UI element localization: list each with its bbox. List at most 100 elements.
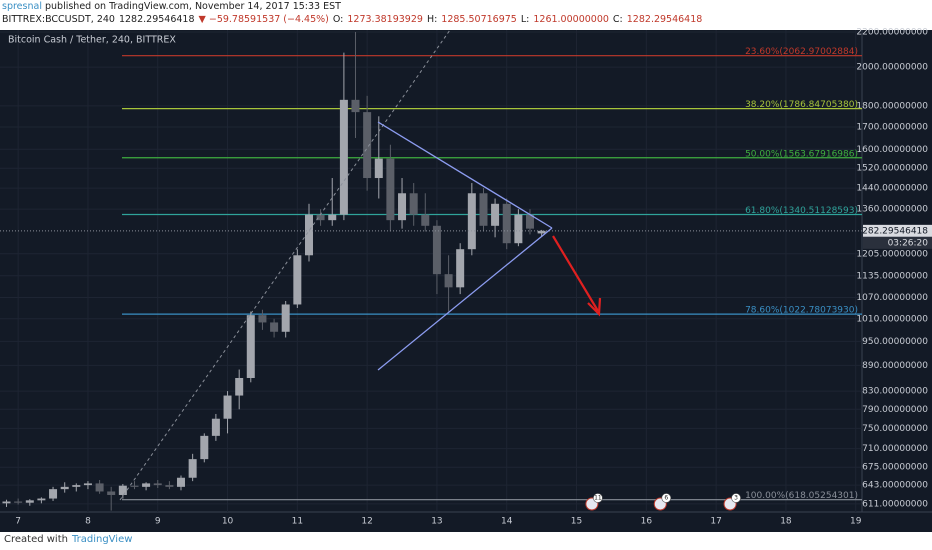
x-tick-label: 12 [361, 517, 372, 527]
x-tick-label: 11 [292, 517, 303, 527]
candle-body [49, 489, 58, 499]
fib-label: 61.80%(1340.51128593) [745, 206, 858, 216]
candle-body [246, 315, 255, 379]
fib-label: 78.60%(1022.78073930) [745, 306, 858, 316]
candle-body [467, 193, 476, 250]
l-value: 1261.00000000 [533, 14, 609, 25]
triangle-upper [377, 121, 553, 229]
candle-body [281, 304, 290, 332]
countdown-box [863, 236, 932, 249]
arrow-head [587, 297, 602, 317]
candle-body [107, 491, 116, 495]
fib-label: 23.60%(2062.97002884) [745, 47, 858, 57]
y-tick-label: 1600.00000000 [856, 145, 928, 155]
y-tick-label: 1440.00000000 [856, 184, 928, 194]
candle-body [456, 249, 465, 288]
symbol-line: BITTREX:BCCUSDT, 240 1282.29546418 ▼ −59.7… [2, 13, 930, 26]
candle-body [374, 158, 383, 179]
candle-body [386, 158, 395, 221]
change: ▼ −59.78591537 (−4.45%) [198, 14, 329, 25]
fib-label: 100.00%(618.05254301) [745, 491, 858, 501]
event-badge [661, 493, 672, 503]
header: spresnal published on TradingView.com, N… [2, 0, 930, 26]
c-value: 1282.29546418 [626, 14, 703, 25]
candle-body [72, 485, 81, 487]
y-tick-label: 1010.00000000 [856, 314, 928, 324]
triangle-lower [377, 227, 553, 371]
x-tick-label: 19 [850, 517, 862, 527]
y-tick-label: 830.00000000 [862, 387, 928, 397]
c-label: C: [612, 14, 623, 25]
event-count: 11 [594, 495, 602, 502]
candle-body [2, 501, 11, 504]
y-tick-label: 750.00000000 [862, 424, 928, 434]
h-label: H: [426, 14, 438, 25]
candle-body [165, 485, 174, 487]
y-tick-label: 675.00000000 [862, 463, 928, 473]
candle-body [118, 485, 127, 495]
y-tick-label: 890.00000000 [862, 361, 928, 371]
y-tick-label: 1800.00000000 [856, 101, 928, 111]
y-tick-label: 950.00000000 [862, 337, 928, 347]
publish-line: spresnal published on TradingView.com, N… [2, 0, 930, 13]
y-tick-label: 1070.00000000 [856, 293, 928, 303]
y-tick-label: 1135.00000000 [856, 271, 928, 281]
x-tick-label: 16 [641, 517, 653, 527]
candle-body [25, 500, 34, 503]
candle-body [176, 477, 185, 487]
candle-body [211, 418, 220, 436]
y-tick-label: 1520.00000000 [856, 164, 928, 174]
x-tick-label: 17 [710, 517, 721, 527]
footer: Created with TradingView [4, 532, 132, 548]
y-tick-label: 611.00000000 [862, 499, 928, 509]
x-tick-label: 8 [85, 517, 91, 527]
chart: 2200.00000000 2000.00000000 1800.00000000 1… [0, 28, 932, 532]
candle-body [83, 483, 92, 486]
footer-brand[interactable]: TradingView [71, 534, 133, 545]
candle-body [316, 214, 325, 221]
candle-body [223, 395, 232, 419]
h-value: 1285.50716975 [441, 14, 517, 25]
y-tick-label: 2000.00000000 [856, 63, 928, 73]
x-tick-label: 9 [155, 517, 161, 527]
candle-body [258, 315, 267, 323]
event-count: 6 [664, 495, 668, 502]
candle-body [432, 225, 441, 275]
candle-body [60, 486, 69, 490]
x-tick-label: 13 [431, 517, 442, 527]
candle-body [200, 435, 209, 460]
o-label: O: [332, 14, 344, 25]
x-tick-label: 10 [222, 517, 234, 527]
candle-body [328, 214, 337, 221]
candle-body [537, 230, 546, 234]
candle-body [398, 193, 407, 221]
candle-body [37, 498, 46, 501]
candle-body [339, 99, 348, 215]
candle-body [363, 112, 372, 179]
event-badge [731, 493, 741, 503]
candle-body [95, 483, 104, 492]
candle-body [14, 501, 23, 503]
candle-body [479, 193, 488, 226]
author[interactable]: spresnal [2, 1, 42, 12]
y-tick-label: 643.00000000 [862, 481, 928, 491]
candle-body [293, 255, 302, 305]
candle-body [514, 214, 523, 244]
last-price-box [863, 224, 932, 237]
candle-body [525, 214, 534, 229]
published: published on TradingView.com, November 1… [44, 1, 341, 12]
l-label: L: [520, 14, 530, 25]
x-tick-label: 18 [780, 517, 792, 527]
candle-body [270, 322, 279, 332]
y-tick-label: 1700.00000000 [856, 122, 928, 132]
candle-body [491, 203, 500, 226]
symbol: BITTREX:BCCUSDT, 240 [2, 14, 115, 25]
fib-label: 50.00%(1563.67916986) [745, 149, 858, 159]
candle-body [351, 99, 360, 113]
event-count: 3 [734, 495, 738, 502]
candle-body [235, 378, 244, 396]
price: 1282.29546418 [118, 14, 195, 25]
y-tick-label: 2200.00000000 [856, 28, 928, 38]
candle-body [502, 203, 511, 244]
x-tick-label: 15 [571, 517, 582, 527]
